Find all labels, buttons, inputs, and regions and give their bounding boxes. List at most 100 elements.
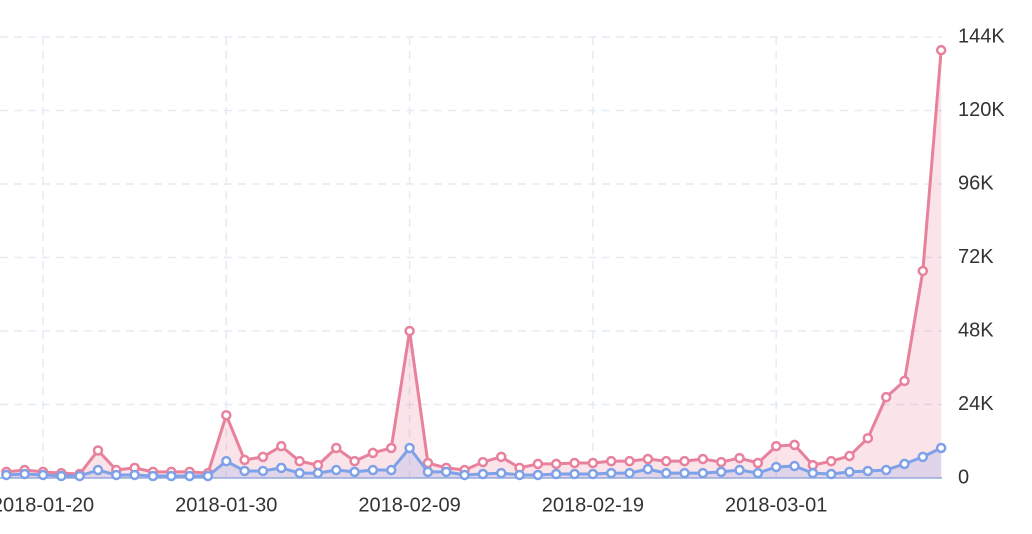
point [660, 467, 672, 479]
point [257, 465, 269, 477]
point [899, 458, 910, 470]
point [386, 464, 397, 476]
point [624, 455, 635, 467]
point [825, 455, 837, 467]
point [697, 453, 709, 465]
point [56, 470, 67, 482]
point [605, 455, 617, 467]
point [697, 467, 709, 479]
series-line [6, 50, 943, 476]
point [642, 453, 654, 465]
y-tick-label: 72K [958, 246, 994, 268]
point [111, 469, 122, 481]
point [532, 469, 544, 481]
point [734, 452, 745, 464]
point [422, 466, 434, 478]
point [92, 464, 104, 476]
point [880, 391, 892, 403]
point [807, 467, 819, 479]
point [294, 455, 305, 467]
point [917, 451, 929, 463]
point [734, 464, 745, 476]
series-area [6, 50, 942, 478]
point [532, 458, 544, 470]
point [74, 470, 85, 482]
point [495, 451, 507, 463]
point [129, 469, 140, 481]
point [587, 457, 599, 469]
point [569, 457, 580, 469]
point [184, 470, 195, 482]
x-tick-label: 2018-01-20 [0, 494, 94, 516]
point [550, 458, 562, 470]
point [917, 265, 929, 277]
point [770, 461, 782, 473]
point [624, 467, 635, 479]
point [880, 464, 892, 476]
x-tick-label: 2018-01-30 [175, 494, 277, 516]
point [679, 455, 690, 467]
point [202, 470, 214, 482]
y-tick-label: 120K [958, 99, 1005, 121]
point [844, 450, 855, 462]
point [825, 468, 837, 480]
point [276, 440, 287, 452]
y-tick-label: 144K [958, 25, 1005, 47]
point [166, 470, 177, 482]
point [752, 467, 764, 479]
point [441, 466, 452, 478]
point [147, 470, 159, 482]
y-tick-label: 0 [958, 466, 969, 488]
point [331, 442, 342, 454]
point [862, 465, 874, 477]
point [37, 469, 49, 481]
point [587, 468, 599, 480]
point [862, 432, 874, 444]
point [789, 439, 800, 451]
point [477, 456, 489, 468]
point [715, 456, 727, 468]
point [367, 464, 379, 476]
point [605, 467, 617, 479]
point [770, 440, 782, 452]
point [844, 466, 855, 478]
point [715, 466, 727, 478]
point [92, 445, 104, 456]
point [294, 467, 305, 479]
point [752, 457, 764, 469]
point [642, 463, 654, 475]
point [367, 447, 379, 459]
x-tick-label: 2018-03-01 [725, 494, 827, 516]
point [221, 455, 232, 467]
point [349, 455, 360, 467]
point [495, 467, 507, 479]
point [331, 464, 342, 476]
point [276, 462, 287, 474]
series-line [6, 446, 942, 478]
point [550, 468, 562, 480]
y-tick-label: 48K [958, 319, 994, 341]
point [239, 465, 250, 477]
point [404, 442, 415, 454]
point [221, 409, 232, 421]
point [569, 468, 580, 480]
point [404, 325, 415, 337]
point [19, 468, 30, 480]
point [257, 451, 269, 463]
point [477, 468, 489, 480]
point [386, 442, 397, 454]
point [459, 469, 470, 481]
x-tick-label: 2018-02-09 [358, 494, 460, 516]
point [660, 455, 672, 467]
point [679, 467, 690, 479]
point [1, 469, 12, 481]
x-tick-label: 2018-02-19 [542, 494, 644, 516]
point [349, 466, 360, 478]
point [239, 454, 250, 466]
y-tick-label: 24K [958, 393, 994, 415]
point [899, 375, 910, 387]
y-tick-label: 96K [958, 172, 994, 194]
point [935, 442, 947, 454]
point [789, 460, 800, 472]
